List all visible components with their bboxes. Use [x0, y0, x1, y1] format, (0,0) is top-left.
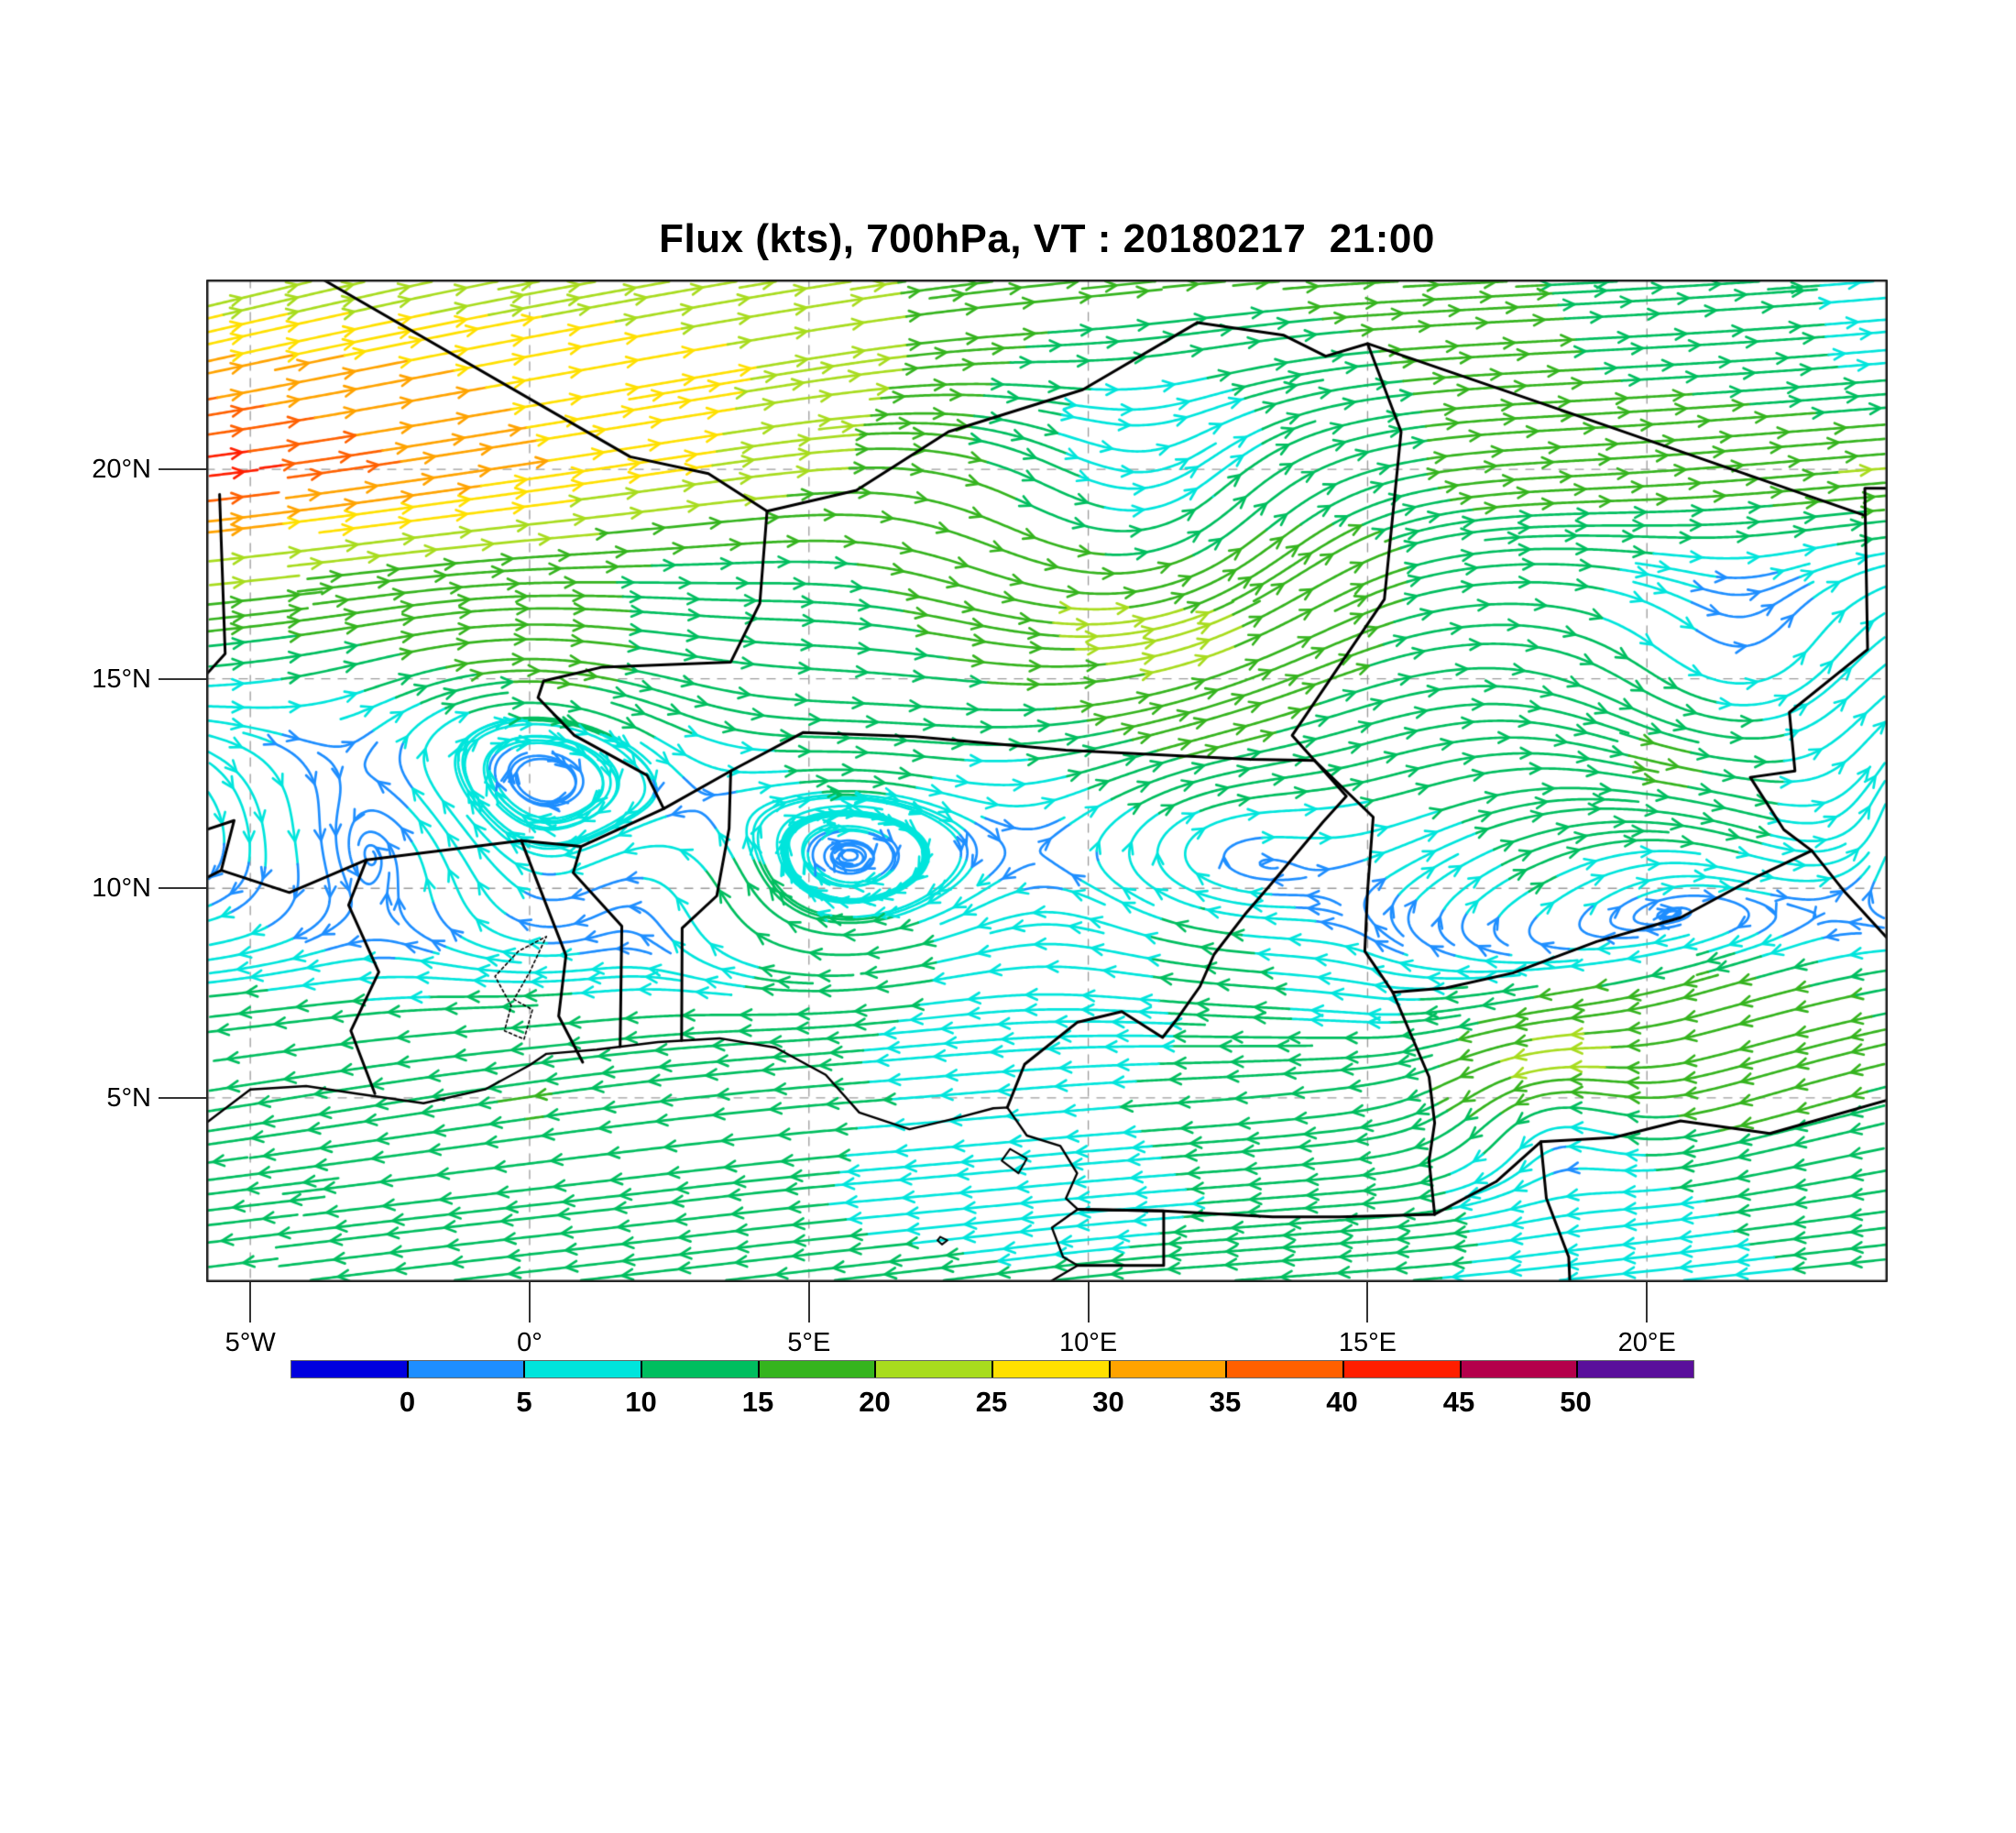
- colorbar-segment-10: [1461, 1361, 1579, 1377]
- streamline-map-canvas: [206, 280, 1888, 1282]
- colorbar-label-50: 50: [1560, 1386, 1592, 1418]
- wind-speed-colorbar: [290, 1360, 1694, 1378]
- colorbar-segment-1: [408, 1361, 526, 1377]
- colorbar-segment-5: [876, 1361, 994, 1377]
- colorbar-segment-7: [1110, 1361, 1228, 1377]
- y-tick-label: 20°N: [92, 455, 151, 485]
- x-tick-20e: [1646, 1282, 1649, 1323]
- x-tick-10e: [1087, 1282, 1090, 1323]
- x-tick-label: 15°E: [1338, 1328, 1397, 1357]
- x-tick-5e: [807, 1282, 810, 1323]
- colorbar-label-25: 25: [975, 1386, 1008, 1418]
- x-tick-label: 10°E: [1059, 1328, 1118, 1357]
- x-tick-15e: [1366, 1282, 1369, 1323]
- x-tick-5w: [249, 1282, 252, 1323]
- y-tick-5n: [159, 1096, 206, 1099]
- x-tick-label: 20°E: [1617, 1328, 1676, 1357]
- y-tick-10n: [159, 887, 206, 890]
- y-tick-15n: [159, 677, 206, 680]
- streamline-plot-area: [206, 280, 1888, 1282]
- colorbar-label-35: 35: [1209, 1386, 1242, 1418]
- y-tick-20n: [159, 468, 206, 471]
- colorbar-segment-3: [642, 1361, 760, 1377]
- x-tick-label: 0°: [517, 1328, 542, 1357]
- colorbar-label-30: 30: [1092, 1386, 1124, 1418]
- colorbar-segment-6: [993, 1361, 1111, 1377]
- y-tick-label: 15°N: [92, 664, 151, 694]
- colorbar-label-5: 5: [516, 1386, 532, 1418]
- colorbar-segment-11: [1578, 1361, 1694, 1377]
- colorbar-segment-2: [525, 1361, 643, 1377]
- x-tick-0: [528, 1282, 531, 1323]
- colorbar-segment-9: [1344, 1361, 1462, 1377]
- colorbar-label-20: 20: [859, 1386, 891, 1418]
- colorbar-label-10: 10: [625, 1386, 657, 1418]
- colorbar-segment-4: [759, 1361, 877, 1377]
- x-tick-label: 5°E: [787, 1328, 831, 1357]
- colorbar-label-0: 0: [399, 1386, 416, 1418]
- colorbar-segment-8: [1227, 1361, 1345, 1377]
- y-tick-label: 5°N: [106, 1082, 151, 1113]
- y-tick-label: 10°N: [92, 873, 151, 904]
- colorbar-label-40: 40: [1326, 1386, 1358, 1418]
- colorbar-segment-0: [291, 1361, 409, 1377]
- x-tick-label: 5°W: [225, 1328, 276, 1357]
- page-title: Flux (kts), 700hPa, VT : 20180217 21:00: [659, 216, 1435, 261]
- colorbar-label-15: 15: [741, 1386, 774, 1418]
- colorbar-label-45: 45: [1442, 1386, 1475, 1418]
